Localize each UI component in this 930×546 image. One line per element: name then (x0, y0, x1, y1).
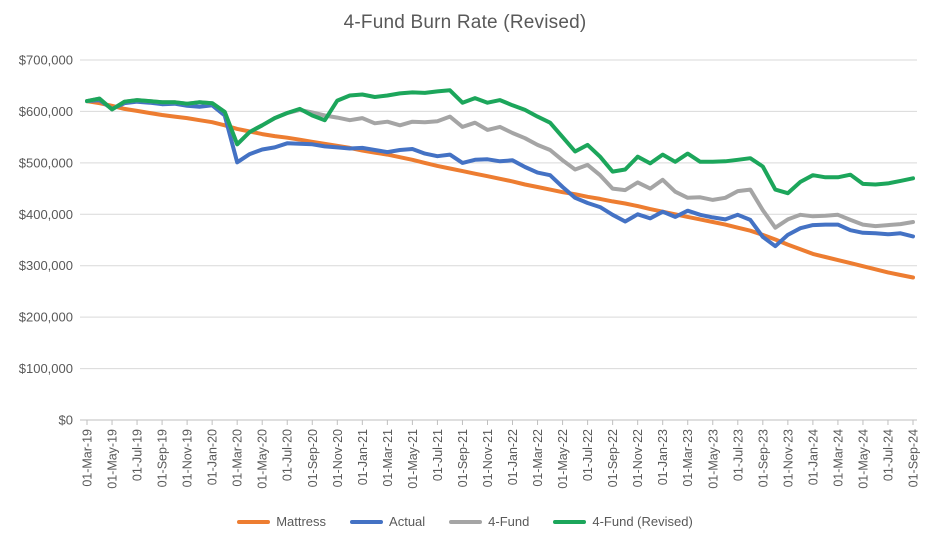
legend-swatch-actual (350, 519, 384, 524)
x-axis-tick-label: 01-Jan-24 (806, 429, 820, 485)
x-axis-tick-label: 01-Mar-24 (831, 429, 845, 487)
x-axis-tick-label: 01-Mar-22 (531, 429, 545, 487)
x-axis-tick-label: 01-Nov-21 (481, 429, 495, 487)
x-axis-tick-label: 01-May-23 (706, 429, 720, 489)
legend-swatch-4-fund (449, 519, 483, 524)
x-axis-tick-label: 01-Nov-20 (331, 429, 345, 487)
legend-label: 4-Fund (Revised) (592, 514, 693, 529)
y-axis-tick-label: $500,000 (19, 155, 73, 170)
legend-item-4-fund-revised[interactable]: 4-Fund (Revised) (553, 514, 693, 529)
y-axis-tick-label: $400,000 (19, 207, 73, 222)
x-axis-tick-label: 01-Nov-19 (181, 429, 195, 487)
legend-label: 4-Fund (488, 514, 530, 529)
x-axis-tick-label: 01-Jan-21 (356, 429, 370, 485)
legend-item-mattress[interactable]: Mattress (237, 514, 326, 529)
x-axis-tick-label: 01-May-19 (106, 429, 120, 489)
chart-legend: Mattress Actual 4-Fund 4-Fund (Revised) (0, 514, 930, 529)
x-axis-tick-label: 01-Sep-23 (756, 429, 770, 487)
y-axis-tick-label: $600,000 (19, 104, 73, 119)
y-axis-tick-label: $0 (59, 413, 73, 428)
x-axis-tick-label: 01-Jul-19 (131, 429, 145, 481)
y-axis-tick-label: $200,000 (19, 310, 73, 325)
x-axis-tick-label: 01-Sep-20 (306, 429, 320, 487)
x-axis-tick-label: 01-Jan-22 (506, 429, 520, 485)
legend-item-4-fund[interactable]: 4-Fund (449, 514, 529, 529)
y-axis-tick-label: $100,000 (19, 361, 73, 376)
x-axis-tick-label: 01-May-24 (856, 429, 870, 489)
x-axis-tick-label: 01-Sep-21 (456, 429, 470, 487)
series-line-4-fund-revised[interactable] (85, 88, 915, 196)
x-axis-tick-label: 01-Sep-22 (606, 429, 620, 487)
x-axis-tick-label: 01-Nov-23 (781, 429, 795, 487)
y-axis-tick-label: $300,000 (19, 258, 73, 273)
x-axis-tick-label: 01-Jul-22 (581, 429, 595, 481)
x-axis-tick-label: 01-Jul-23 (731, 429, 745, 481)
x-axis-tick-label: 01-Jul-20 (281, 429, 295, 481)
x-axis-tick-label: 01-Sep-19 (156, 429, 170, 487)
x-axis-tick-label: 01-Sep-24 (907, 429, 921, 487)
legend-swatch-4-fund-revised (553, 519, 587, 524)
legend-label: Mattress (276, 514, 327, 529)
y-axis-tick-label: $700,000 (19, 53, 73, 68)
x-axis-tick-label: 01-Jul-24 (881, 429, 895, 481)
x-axis-tick-label: 01-Mar-20 (231, 429, 245, 487)
x-axis-tick-label: 01-Jul-21 (431, 429, 445, 481)
x-axis-tick-label: 01-Mar-19 (81, 429, 95, 487)
legend-item-actual[interactable]: Actual (350, 514, 425, 529)
x-axis-tick-label: 01-Jan-23 (656, 429, 670, 485)
legend-label: Actual (389, 514, 426, 529)
chart-title[interactable]: 4-Fund Burn Rate (Revised) (343, 12, 587, 33)
series-line-mattress[interactable] (85, 99, 915, 280)
x-axis-tick-label: 01-May-22 (556, 429, 570, 489)
x-axis-tick-label: 01-Mar-23 (681, 429, 695, 487)
legend-swatch-mattress (237, 519, 271, 524)
x-axis-tick-label: 01-Jan-20 (206, 429, 220, 485)
x-axis-tick-label: 01-May-21 (406, 429, 420, 489)
x-axis-tick-label: 01-Mar-21 (381, 429, 395, 487)
x-axis-tick-label: 01-Nov-22 (631, 429, 645, 487)
x-axis-tick-label: 01-May-20 (256, 429, 270, 489)
